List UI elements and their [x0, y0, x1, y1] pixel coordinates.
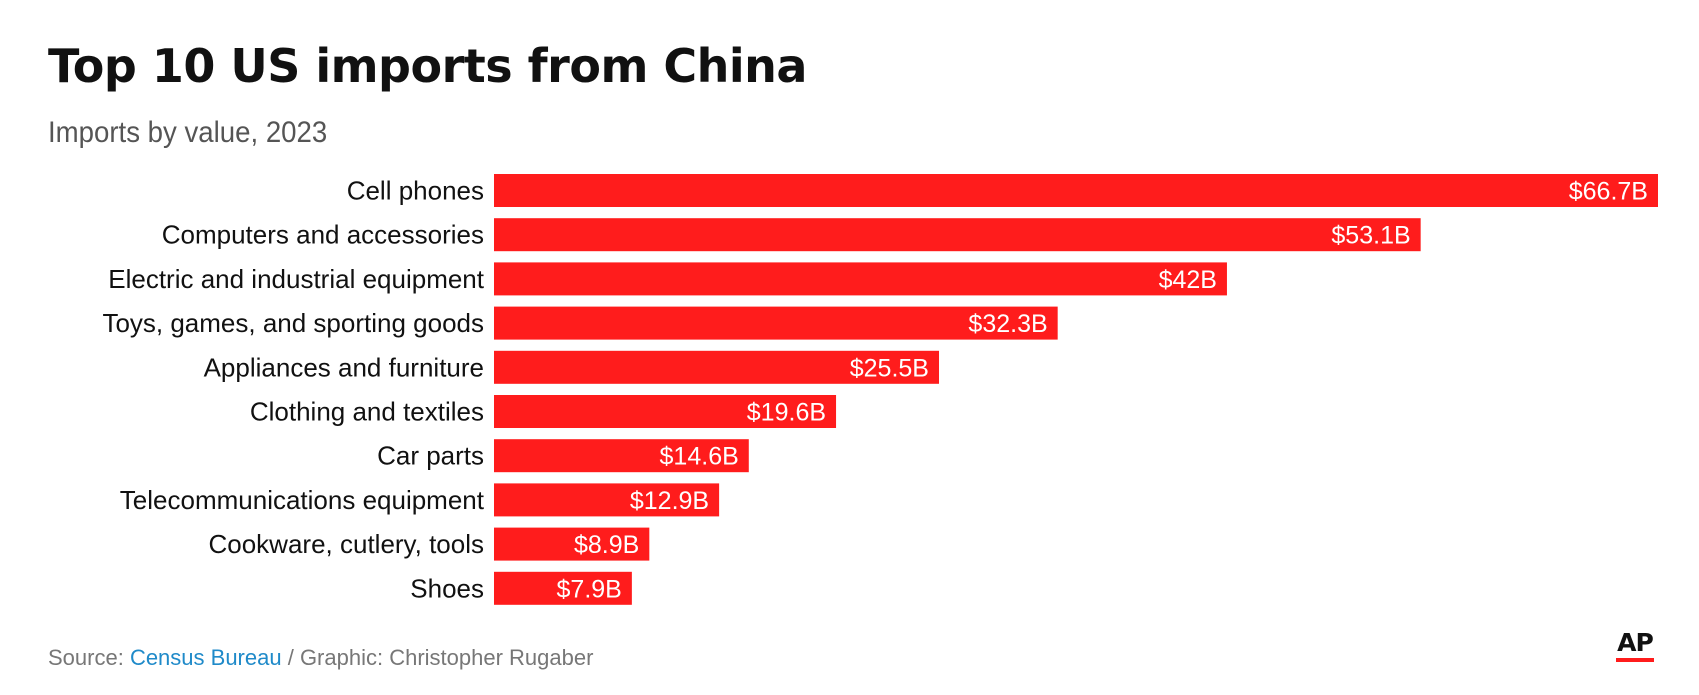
- value-label-appliances-and-furniture: $25.5B: [850, 354, 929, 382]
- bar-computers-and-accessories: [494, 218, 1421, 252]
- graphic-credit: Graphic: Christopher Rugaber: [299, 645, 594, 670]
- source-link-census-bureau[interactable]: Census Bureau: [129, 645, 282, 670]
- ap-logo-underline: [1616, 658, 1654, 662]
- category-label-computers-and-accessories: Computers and accessories: [162, 220, 484, 250]
- source-prefix: Source:: [48, 645, 130, 670]
- category-label-electric-and-industrial-equipment: Electric and industrial equipment: [108, 264, 485, 294]
- bar-chart: Cell phones $66.7B Computers and accessori…: [102, 174, 1658, 605]
- ap-logo-text: AP: [1617, 628, 1654, 657]
- value-label-cell-phones: $66.7B: [1569, 178, 1648, 206]
- category-label-shoes: Shoes: [410, 573, 484, 603]
- value-label-telecommunications-equipment: $12.9B: [630, 487, 709, 515]
- footer-credits: Source: Census Bureau / Graphic: Christo…: [48, 644, 593, 672]
- bar-telecommunications-equipment: [494, 483, 720, 517]
- category-label-cell-phones: Cell phones: [347, 176, 484, 206]
- bar-toys-games-and-sporting-goods: [494, 306, 1058, 340]
- bar-shoes: [494, 571, 632, 605]
- chart-subtitle: Imports by value, 2023: [48, 116, 328, 149]
- bar-electric-and-industrial-equipment: [494, 262, 1227, 296]
- bar-car-parts: [494, 439, 749, 473]
- chart-title: Top 10 US imports from China: [48, 39, 807, 93]
- value-label-cookware-cutlery-tools: $8.9B: [574, 531, 639, 559]
- footer-separator: /: [281, 645, 300, 670]
- category-label-cookware-cutlery-tools: Cookware, cutlery, tools: [208, 529, 484, 559]
- value-label-car-parts: $14.6B: [660, 443, 739, 471]
- bar-appliances-and-furniture: [494, 350, 940, 384]
- bar-cookware-cutlery-tools: [494, 527, 650, 561]
- value-label-toys-games-and-sporting-goods: $32.3B: [968, 310, 1047, 338]
- value-label-electric-and-industrial-equipment: $42B: [1159, 266, 1217, 294]
- category-label-clothing-and-textiles: Clothing and textiles: [250, 397, 484, 427]
- category-label-appliances-and-furniture: Appliances and furniture: [204, 352, 484, 382]
- category-label-car-parts: Car parts: [377, 441, 484, 471]
- ap-logo: AP: [1614, 630, 1656, 662]
- value-label-computers-and-accessories: $53.1B: [1331, 222, 1410, 250]
- value-label-clothing-and-textiles: $19.6B: [747, 399, 826, 427]
- category-label-toys-games-and-sporting-goods: Toys, games, and sporting goods: [102, 308, 484, 338]
- value-label-shoes: $7.9B: [557, 575, 622, 603]
- category-label-telecommunications-equipment: Telecommunications equipment: [120, 485, 485, 515]
- bar-cell-phones: [494, 174, 1658, 207]
- bar-clothing-and-textiles: [494, 395, 837, 428]
